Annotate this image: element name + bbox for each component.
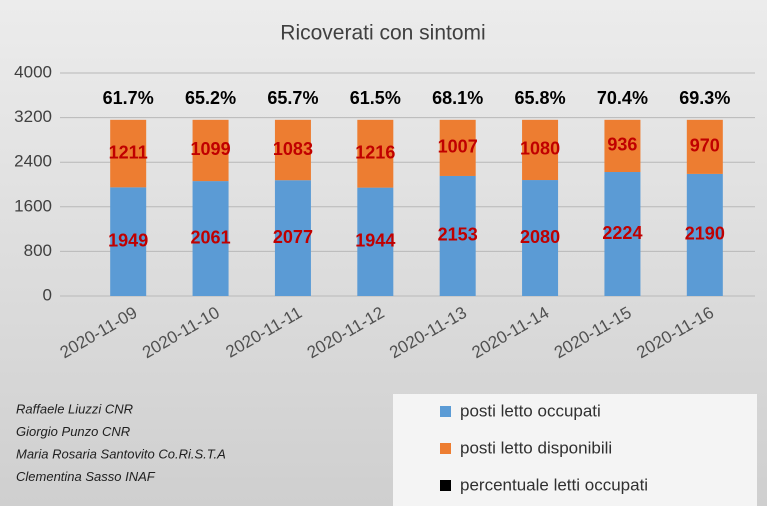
legend-label: posti letto occupati	[460, 401, 601, 420]
legend-swatch	[440, 406, 451, 417]
bar-segment	[686, 119, 723, 174]
value-label: 1083	[273, 139, 313, 159]
value-label: 1007	[438, 137, 478, 157]
author-note: Giorgio Punzo CNR	[16, 424, 130, 439]
legend-swatch	[440, 443, 451, 454]
value-label: 2077	[273, 227, 313, 247]
bar-segment	[110, 119, 147, 188]
legend-label: percentuale letti occupati	[460, 475, 648, 494]
percent-label: 65.8%	[515, 88, 566, 108]
value-label: 970	[690, 136, 720, 156]
bar-segment	[604, 172, 641, 296]
value-label: 1944	[355, 231, 395, 251]
bar-segment	[192, 181, 229, 296]
value-label: 1099	[191, 139, 231, 159]
legend-swatch	[440, 480, 451, 491]
chart-title: Ricoverati con sintomi	[280, 22, 485, 45]
legend-box	[393, 394, 757, 506]
bar-segment	[192, 119, 229, 182]
bar-segment	[357, 187, 394, 296]
author-note: Raffaele Liuzzi CNR	[16, 401, 133, 416]
bar-segment	[604, 119, 641, 173]
percent-label: 68.1%	[432, 88, 483, 108]
value-label: 2061	[191, 227, 231, 247]
value-label: 1211	[109, 142, 148, 162]
y-tick-label: 2400	[14, 152, 52, 171]
value-label: 2153	[438, 225, 478, 245]
bar-segment	[439, 119, 476, 176]
bar-segment	[274, 119, 311, 181]
bar-segment	[522, 180, 559, 296]
percent-label: 61.7%	[103, 88, 154, 108]
percent-label: 70.4%	[597, 88, 648, 108]
value-label: 1080	[520, 139, 560, 159]
percent-label: 61.5%	[350, 88, 401, 108]
y-tick-label: 3200	[14, 107, 52, 126]
y-tick-label: 0	[43, 285, 52, 304]
value-label: 1216	[355, 142, 395, 162]
author-note: Clementina Sasso INAF	[16, 469, 156, 484]
bar-segment	[357, 119, 394, 188]
y-tick-label: 4000	[14, 62, 52, 81]
bar-segment	[686, 173, 723, 296]
y-tick-label: 1600	[14, 196, 52, 215]
bar-segment	[522, 119, 559, 181]
value-label: 2080	[520, 227, 560, 247]
author-note: Maria Rosaria Santovito Co.Ri.S.T.A	[16, 446, 226, 461]
value-label: 1949	[108, 230, 148, 250]
bar-segment	[439, 175, 476, 296]
value-label: 2190	[685, 224, 725, 244]
percent-label: 65.2%	[185, 88, 236, 108]
value-label: 936	[607, 135, 637, 155]
legend-label: posti letto disponibili	[460, 438, 612, 457]
bar-segment	[110, 187, 147, 296]
percent-label: 69.3%	[679, 88, 730, 108]
percent-label: 65.7%	[267, 88, 318, 108]
bar-segment	[274, 180, 311, 296]
value-label: 2224	[602, 223, 642, 243]
y-tick-label: 800	[24, 241, 52, 260]
